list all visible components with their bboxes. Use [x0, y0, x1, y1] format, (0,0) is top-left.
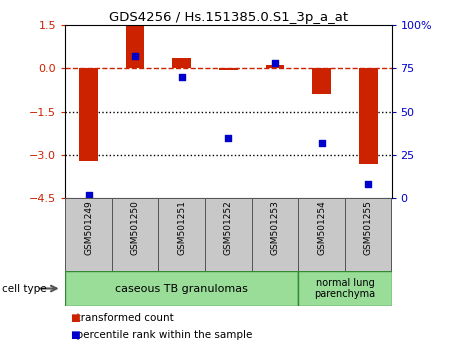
Bar — [158, 198, 205, 271]
Bar — [205, 198, 252, 271]
Text: ■: ■ — [70, 330, 80, 341]
Text: GSM501251: GSM501251 — [177, 200, 186, 255]
Bar — [298, 198, 345, 271]
Bar — [312, 68, 331, 94]
Point — [85, 192, 92, 198]
Point — [271, 60, 279, 66]
Bar — [298, 271, 392, 306]
Bar — [266, 65, 284, 68]
Text: GSM501253: GSM501253 — [270, 200, 279, 255]
Bar — [112, 198, 158, 271]
Text: GSM501252: GSM501252 — [224, 200, 233, 255]
Point — [131, 53, 139, 59]
Bar — [345, 198, 392, 271]
Text: GSM501249: GSM501249 — [84, 200, 93, 255]
Point — [225, 135, 232, 140]
Bar — [359, 68, 378, 164]
Point — [318, 140, 325, 145]
Title: GDS4256 / Hs.151385.0.S1_3p_a_at: GDS4256 / Hs.151385.0.S1_3p_a_at — [109, 11, 348, 24]
Text: GSM501250: GSM501250 — [130, 200, 140, 255]
Bar — [252, 198, 298, 271]
Text: GSM501255: GSM501255 — [364, 200, 373, 255]
Text: cell type: cell type — [2, 284, 47, 293]
Text: caseous TB granulomas: caseous TB granulomas — [115, 284, 248, 293]
Bar — [79, 68, 98, 161]
Point — [178, 74, 185, 80]
Bar — [65, 271, 298, 306]
Text: GSM501254: GSM501254 — [317, 200, 326, 255]
Bar — [219, 68, 238, 70]
Bar — [65, 198, 112, 271]
Bar — [126, 25, 144, 68]
Point — [364, 182, 372, 187]
Text: ■: ■ — [70, 313, 80, 323]
Text: transformed count: transformed count — [70, 313, 174, 323]
Bar — [172, 58, 191, 68]
Text: percentile rank within the sample: percentile rank within the sample — [70, 330, 252, 341]
Text: normal lung
parenchyma: normal lung parenchyma — [315, 278, 375, 299]
